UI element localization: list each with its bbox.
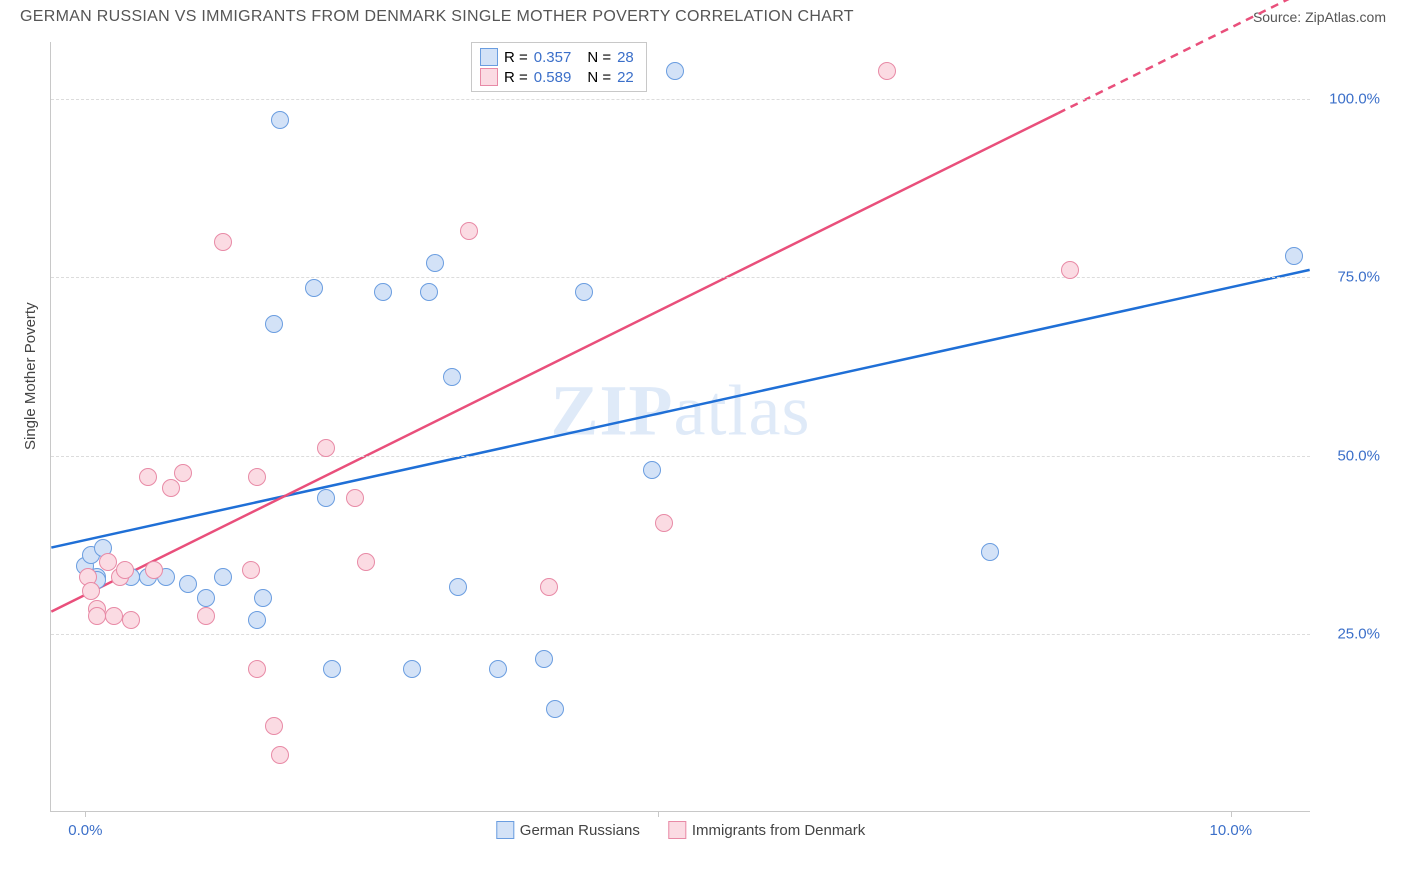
data-point: [317, 489, 335, 507]
data-point: [197, 589, 215, 607]
data-point: [878, 62, 896, 80]
data-point: [179, 575, 197, 593]
ytick-label: 75.0%: [1320, 269, 1380, 286]
data-point: [426, 254, 444, 272]
data-point: [981, 543, 999, 561]
data-point: [139, 468, 157, 486]
scatter-chart: ZIPatlas R = 0.357N = 28R = 0.589N = 22 …: [50, 42, 1310, 812]
data-point: [540, 578, 558, 596]
data-point: [655, 514, 673, 532]
ytick-label: 100.0%: [1320, 91, 1380, 108]
gridline: [51, 456, 1310, 457]
data-point: [214, 233, 232, 251]
data-point: [1061, 261, 1079, 279]
source-label: Source: ZipAtlas.com: [1253, 9, 1386, 25]
data-point: [242, 561, 260, 579]
data-point: [88, 607, 106, 625]
xtick-mark: [1231, 811, 1232, 817]
data-point: [374, 283, 392, 301]
xtick-mark: [85, 811, 86, 817]
legend-item-2: Immigrants from Denmark: [668, 821, 865, 839]
data-point: [214, 568, 232, 586]
gridline: [51, 634, 1310, 635]
watermark: ZIPatlas: [551, 370, 811, 453]
series-legend: German Russians Immigrants from Denmark: [496, 821, 865, 839]
gridline: [51, 99, 1310, 100]
data-point: [105, 607, 123, 625]
xtick-mark: [658, 811, 659, 817]
data-point: [248, 468, 266, 486]
data-point: [265, 315, 283, 333]
xtick-label: 0.0%: [68, 822, 102, 839]
legend-row: R = 0.357N = 28: [480, 47, 634, 67]
data-point: [271, 746, 289, 764]
trend-lines: [51, 42, 1310, 811]
data-point: [346, 489, 364, 507]
legend-row: R = 0.589N = 22: [480, 67, 634, 87]
data-point: [403, 660, 421, 678]
data-point: [174, 464, 192, 482]
data-point: [449, 578, 467, 596]
data-point: [323, 660, 341, 678]
ytick-label: 50.0%: [1320, 447, 1380, 464]
legend-item-1: German Russians: [496, 821, 640, 839]
data-point: [305, 279, 323, 297]
data-point: [575, 283, 593, 301]
yaxis-title: Single Mother Poverty: [22, 302, 39, 450]
correlation-legend: R = 0.357N = 28R = 0.589N = 22: [471, 42, 647, 92]
data-point: [265, 717, 283, 735]
data-point: [122, 611, 140, 629]
data-point: [643, 461, 661, 479]
data-point: [460, 222, 478, 240]
data-point: [248, 660, 266, 678]
gridline: [51, 277, 1310, 278]
data-point: [248, 611, 266, 629]
data-point: [357, 553, 375, 571]
data-point: [116, 561, 134, 579]
data-point: [443, 368, 461, 386]
data-point: [145, 561, 163, 579]
data-point: [1285, 247, 1303, 265]
chart-title: GERMAN RUSSIAN VS IMMIGRANTS FROM DENMAR…: [20, 8, 854, 26]
xtick-label: 10.0%: [1210, 822, 1253, 839]
data-point: [271, 111, 289, 129]
data-point: [254, 589, 272, 607]
data-point: [546, 700, 564, 718]
data-point: [317, 439, 335, 457]
ytick-label: 25.0%: [1320, 625, 1380, 642]
data-point: [82, 582, 100, 600]
data-point: [666, 62, 684, 80]
data-point: [535, 650, 553, 668]
data-point: [420, 283, 438, 301]
data-point: [489, 660, 507, 678]
data-point: [197, 607, 215, 625]
